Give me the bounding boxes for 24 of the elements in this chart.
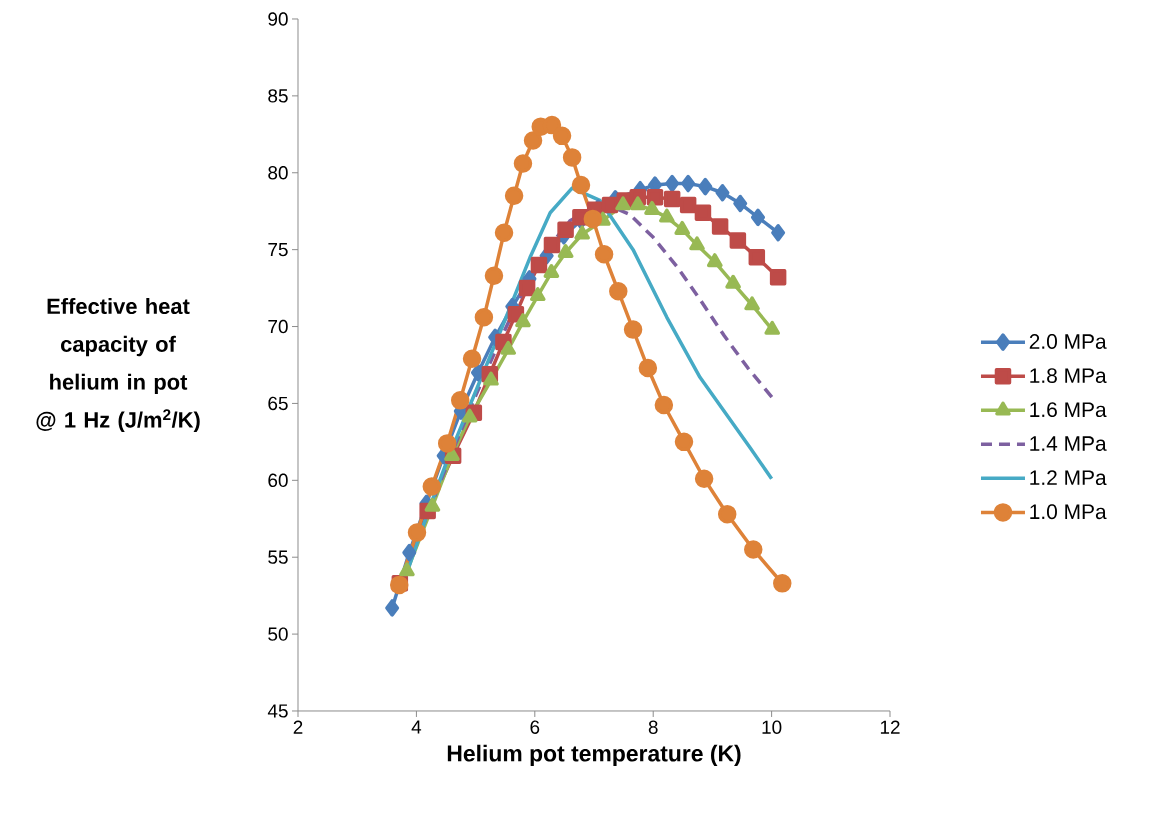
y-tick-label: 80	[268, 166, 288, 180]
legend-label: 1.2 MPa	[1030, 470, 1107, 486]
y-tick-label: 50	[268, 627, 288, 641]
x-tick-label: 6	[530, 720, 540, 734]
legend-label: 1.8 MPa	[1030, 368, 1107, 383]
y-tick-label: 60	[268, 473, 288, 488]
x-tick-label: 8	[648, 720, 658, 734]
x-tick-label: 2	[293, 720, 303, 734]
x-tick-label: 10	[762, 720, 782, 734]
y-tick-label: 45	[267, 704, 288, 718]
y-tick-label: 65	[268, 396, 288, 411]
legend-label: 1.6 MPa	[1030, 402, 1107, 418]
legend-label: 1.4 MPa	[1030, 436, 1107, 451]
y-tick-label: 75	[268, 243, 288, 257]
y-tick-label: 90	[268, 12, 288, 26]
x-tick-label: 4	[411, 720, 422, 734]
y-tick-label: 70	[268, 319, 288, 334]
legend-label: 2.0 MPa	[1029, 334, 1107, 349]
x-axis-title: Helium pot temperature (K)	[447, 744, 741, 767]
legend-label: 1.0 MPa	[1030, 504, 1107, 520]
y-axis-title: Effective heat capacity of helium in pot @ 1 Hz (J/m$^{2}$/K)	[36, 297, 200, 432]
y-tick-label: 85	[268, 89, 288, 103]
x-tick-label: 12	[880, 720, 900, 734]
y-tick-label: 55	[268, 550, 288, 564]
